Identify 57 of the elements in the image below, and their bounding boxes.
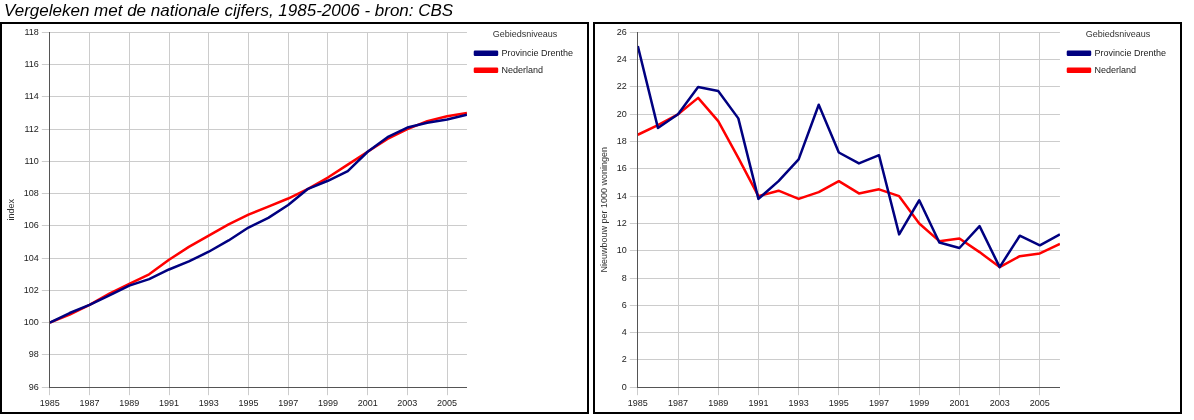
legend-label: Provincie Drenthe bbox=[501, 47, 574, 58]
y-tick-label: 110 bbox=[24, 155, 39, 166]
y-tick-label: 22 bbox=[616, 81, 627, 92]
x-tick-label: 1997 bbox=[869, 398, 890, 409]
x-tick-label: 1987 bbox=[79, 398, 100, 409]
y-tick-label: 0 bbox=[621, 381, 627, 392]
x-tick-label: 2005 bbox=[1029, 398, 1050, 409]
x-tick-label: 1989 bbox=[708, 398, 729, 409]
y-tick-label: 16 bbox=[616, 163, 627, 174]
y-tick-label: 104 bbox=[23, 252, 39, 263]
y-tick-label: 116 bbox=[24, 59, 39, 70]
y-tick-label: 4 bbox=[621, 327, 627, 338]
y-tick-label: 112 bbox=[24, 123, 39, 134]
x-tick-label: 1985 bbox=[627, 398, 648, 409]
x-tick-label: 1991 bbox=[158, 398, 180, 409]
x-tick-label: 2001 bbox=[357, 398, 378, 409]
x-tick-label: 1995 bbox=[238, 398, 259, 409]
x-tick-label: 1997 bbox=[278, 398, 299, 409]
y-tick-label: 14 bbox=[616, 190, 627, 201]
y-tick-label: 10 bbox=[616, 245, 627, 256]
x-tick-label: 1999 bbox=[317, 398, 338, 409]
legend-label: Nederland bbox=[1094, 64, 1136, 75]
y-tick-label: 2 bbox=[621, 354, 627, 365]
y-axis-title: index bbox=[5, 198, 16, 221]
x-tick-label: 1995 bbox=[828, 398, 849, 409]
x-tick-label: 1987 bbox=[668, 398, 689, 409]
y-tick-label: 26 bbox=[616, 26, 627, 37]
y-tick-label: 114 bbox=[24, 91, 39, 102]
y-tick-label: 118 bbox=[24, 26, 39, 37]
x-tick-label: 1989 bbox=[119, 398, 140, 409]
x-tick-label: 2001 bbox=[949, 398, 970, 409]
y-tick-label: 108 bbox=[23, 188, 39, 199]
y-tick-label: 96 bbox=[28, 381, 39, 392]
legend-title: Gebiedsniveaus bbox=[1085, 28, 1151, 39]
x-tick-label: 1993 bbox=[788, 398, 809, 409]
x-tick-label: 1993 bbox=[198, 398, 219, 409]
y-tick-label: 8 bbox=[621, 272, 627, 283]
y-tick-label: 106 bbox=[23, 220, 39, 231]
legend-label: Provincie Drenthe bbox=[1094, 47, 1167, 58]
y-tick-label: 20 bbox=[616, 108, 627, 119]
y-tick-label: 12 bbox=[616, 217, 627, 228]
x-tick-label: 2005 bbox=[437, 398, 458, 409]
y-tick-label: 100 bbox=[23, 317, 39, 328]
legend-label: Nederland bbox=[501, 64, 543, 75]
x-tick-label: 1985 bbox=[39, 398, 60, 409]
y-tick-label: 102 bbox=[23, 284, 39, 295]
y-tick-label: 24 bbox=[616, 54, 627, 65]
x-tick-label: 2003 bbox=[989, 398, 1010, 409]
chart-title: Vergeleken met de nationale cijfers, 1985-2006 - bron: CBS bbox=[3, 0, 455, 22]
x-tick-label: 2003 bbox=[397, 398, 418, 409]
y-tick-label: 18 bbox=[616, 136, 627, 147]
x-tick-label: 1991 bbox=[748, 398, 769, 409]
y-tick-label: 6 bbox=[621, 299, 627, 310]
y-tick-label: 98 bbox=[28, 349, 39, 360]
legend-title: Gebiedsniveaus bbox=[492, 28, 558, 39]
x-tick-label: 1999 bbox=[909, 398, 930, 409]
y-axis-title: Nieuwbouw per 1000 woningen bbox=[598, 147, 609, 273]
